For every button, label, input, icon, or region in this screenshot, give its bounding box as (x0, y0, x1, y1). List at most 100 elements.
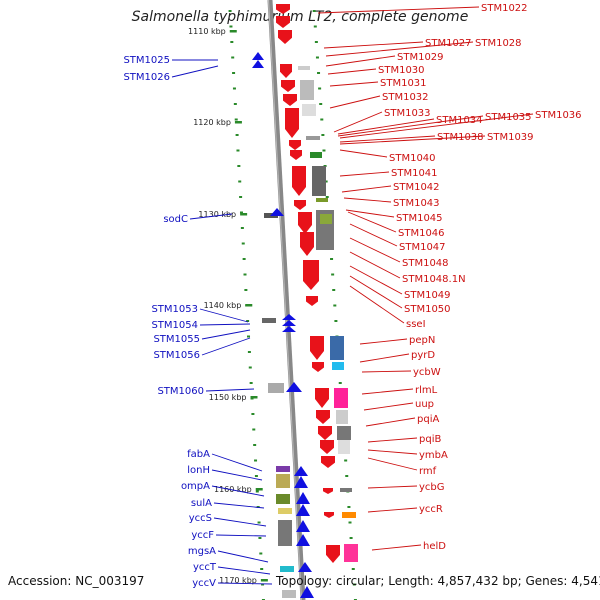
gene-label-right: STM1041 (391, 168, 438, 179)
ruler-right-dash (334, 320, 338, 322)
gene-label-right: STM1048 (402, 258, 449, 269)
gene-label-right: STM1045 (396, 213, 443, 224)
left-leader-line (205, 388, 255, 392)
right-leader-line (329, 95, 381, 109)
left-leader-line (201, 329, 251, 340)
right-leader-line (339, 171, 390, 177)
tick-mark (229, 30, 237, 33)
right-leader-line (361, 370, 412, 373)
forward-gene-arrow (320, 440, 334, 454)
right-leader-line (349, 285, 405, 324)
ruler-right-dash (344, 459, 348, 462)
right-leader-line (339, 135, 436, 143)
right-leader-line (327, 68, 377, 75)
accession-label: Accession: NC_003197 (8, 574, 145, 588)
tick-label: 1130 kbp (198, 210, 236, 219)
right-leader-line (329, 81, 379, 87)
reverse-gene-arrow (300, 586, 314, 598)
right-leader-line (341, 185, 392, 193)
tick-label: 1170 kbp (219, 576, 257, 585)
ruler-left-dash (257, 521, 261, 524)
tick-label: 1160 kbp (214, 485, 252, 494)
gene-label-right: sseI (406, 319, 426, 330)
gene-block (262, 318, 276, 323)
gene-label-left: yccT (193, 562, 217, 573)
tick-mark (260, 579, 268, 582)
right-leader-line (333, 111, 383, 133)
gene-label-right: STM1042 (393, 182, 440, 193)
gene-label-left: STM1055 (153, 334, 200, 345)
tick-label: 1140 kbp (204, 301, 242, 310)
gene-label-left: yccV (192, 578, 216, 589)
gene-label-right: rmf (419, 466, 437, 477)
gene-label-left: ompA (181, 481, 210, 492)
right-leader-line (343, 197, 392, 203)
gene-block (344, 544, 358, 562)
gene-block (278, 520, 292, 546)
gene-label-left: mgsA (188, 546, 216, 557)
left-leader-line (171, 65, 219, 78)
gene-label-right: helD (423, 541, 446, 552)
ruler-left-dash (260, 568, 264, 570)
tick-label: 1120 kbp (193, 118, 231, 127)
gene-block (312, 166, 326, 196)
ruler-left-dash (249, 382, 253, 384)
forward-gene-arrow (276, 4, 290, 14)
gene-block (276, 494, 290, 504)
forward-gene-arrow (318, 426, 332, 440)
gene-label-right: STM1047 (399, 242, 446, 253)
right-leader-line (363, 402, 414, 411)
forward-gene-arrow (324, 512, 334, 518)
ruler-right-dash (318, 87, 322, 90)
gene-block (330, 336, 344, 360)
forward-gene-arrow (289, 140, 301, 150)
ruler-left-dash (252, 428, 256, 431)
reverse-gene-arrow (294, 476, 308, 488)
gene-block (342, 512, 356, 518)
gene-label-right: STM1035 (485, 112, 532, 123)
ruler-right-dash (349, 537, 353, 539)
right-leader-line (367, 449, 418, 455)
gene-label-right: STM1029 (397, 52, 444, 63)
left-leader-line (213, 517, 267, 527)
left-leader-line (189, 213, 233, 220)
forward-gene-arrow (298, 212, 312, 234)
ruler-right-dash (319, 103, 323, 105)
ruler-left-dash (247, 335, 251, 338)
forward-gene-arrow (315, 388, 329, 408)
gene-block (276, 466, 290, 472)
ruler-right-dash (351, 568, 355, 570)
topology-label: Topology: circular; Length: 4,857,432 bp… (276, 574, 600, 588)
reverse-gene-arrow (296, 504, 310, 516)
right-leader-line (367, 485, 418, 489)
gene-label-right: STM1040 (389, 153, 436, 164)
gene-block (334, 388, 348, 408)
ruler-left-dash (228, 10, 232, 12)
gene-label-right: ymbA (419, 450, 448, 461)
forward-gene-arrow (326, 545, 340, 563)
gene-label-right: STM1030 (378, 65, 425, 76)
ruler-right-dash (315, 56, 319, 59)
right-leader-line (337, 118, 435, 135)
ruler-right-dash (330, 258, 334, 260)
ruler-right-dash (317, 72, 321, 74)
ruler-right-dash (324, 180, 328, 183)
gene-label-right: STM1046 (398, 228, 445, 239)
gene-label-left: sulA (191, 498, 212, 509)
gene-label-right: STM1034 (436, 115, 483, 126)
ruler-left-dash (247, 351, 251, 353)
gene-block (278, 508, 292, 514)
ruler-left-dash (254, 459, 258, 462)
ruler-left-dash (254, 475, 258, 477)
ruler-left-dash (243, 273, 247, 276)
genome-backbone (267, 0, 306, 600)
gene-block (298, 66, 310, 70)
ruler-left-dash (253, 444, 257, 446)
gene-label-right: yccR (419, 504, 443, 515)
ruler-left-dash (251, 413, 255, 415)
right-leader-line (365, 417, 416, 427)
forward-gene-arrow (306, 296, 318, 306)
ruler-right-dash (313, 25, 317, 28)
forward-gene-arrow (278, 30, 292, 44)
